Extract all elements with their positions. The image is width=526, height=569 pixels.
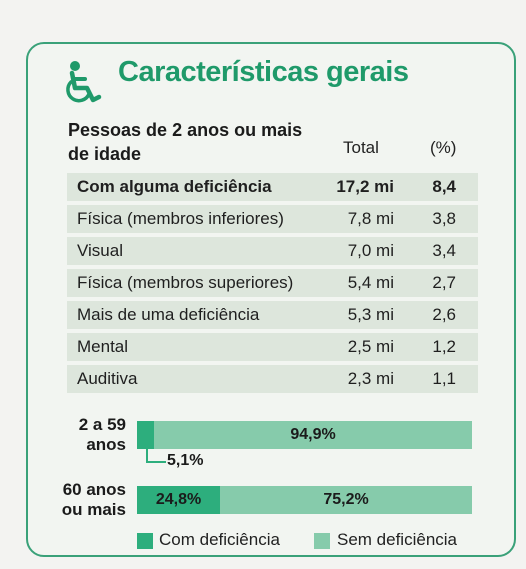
row-label: Com alguma deficiência bbox=[77, 177, 272, 196]
table-row: Mental 2,5 mi 1,2 bbox=[67, 333, 478, 361]
row-total: 7,8 mi bbox=[347, 209, 394, 228]
table-row: Com alguma deficiência 17,2 mi 8,4 bbox=[67, 173, 478, 201]
row-total: 17,2 mi bbox=[336, 177, 394, 196]
row-total: 5,4 mi bbox=[347, 273, 394, 292]
category-line-2: ou mais bbox=[61, 500, 126, 519]
bar-value-label: 94,9% bbox=[290, 426, 336, 443]
row-total: 5,3 mi bbox=[347, 305, 394, 324]
category-line-1: 60 anos bbox=[62, 480, 126, 499]
row-label: Mental bbox=[77, 337, 129, 356]
bar-value-label: 24,8% bbox=[155, 491, 202, 508]
row-total: 2,5 mi bbox=[347, 337, 394, 356]
row-percent: 1,2 bbox=[432, 337, 456, 356]
category-line-2: anos bbox=[86, 435, 126, 454]
row-percent: 1,1 bbox=[432, 369, 456, 388]
bar-value-label: 5,1% bbox=[167, 452, 204, 469]
page-title: Características gerais bbox=[118, 56, 409, 88]
table-row: Física (membros inferiores) 7,8 mi 3,8 bbox=[67, 205, 478, 233]
row-label: Auditiva bbox=[77, 369, 138, 388]
callout-leader bbox=[145, 449, 166, 463]
total-column-header: Total bbox=[343, 138, 379, 157]
wheelchair-icon bbox=[66, 61, 102, 103]
legend-label-sem: Sem deficiência bbox=[337, 530, 458, 549]
row-label: Mais de uma deficiência bbox=[77, 305, 260, 324]
category-line-1: 2 a 59 bbox=[78, 415, 126, 434]
legend-label-com: Com deficiência bbox=[159, 530, 280, 549]
legend-swatch-sem bbox=[314, 533, 330, 549]
info-card bbox=[26, 42, 516, 557]
bar-category-label: 60 anos ou mais bbox=[62, 480, 126, 520]
population-label: Pessoas de 2 anos ou mais de idade bbox=[68, 120, 303, 164]
bar-category-label: 2 a 59 anos bbox=[79, 415, 126, 455]
row-total: 2,3 mi bbox=[347, 369, 394, 388]
row-percent: 8,4 bbox=[432, 177, 456, 196]
row-label: Visual bbox=[77, 241, 123, 260]
row-percent: 3,8 bbox=[432, 209, 456, 228]
table-row: Física (membros superiores) 5,4 mi 2,7 bbox=[67, 269, 478, 297]
bar-value-label: 75,2% bbox=[323, 491, 369, 508]
row-percent: 2,7 bbox=[432, 273, 456, 292]
row-label: Física (membros inferiores) bbox=[77, 209, 284, 228]
row-label: Física (membros superiores) bbox=[77, 273, 294, 292]
row-percent: 3,4 bbox=[432, 241, 456, 260]
table-row: Auditiva 2,3 mi 1,1 bbox=[67, 365, 478, 393]
bar-segment bbox=[220, 486, 472, 514]
bar-segment bbox=[154, 421, 472, 449]
percent-column-header: (%) bbox=[430, 138, 457, 157]
row-percent: 2,6 bbox=[432, 305, 456, 324]
table-row: Mais de uma deficiência 5,3 mi 2,6 bbox=[67, 301, 478, 329]
legend-swatch-com bbox=[137, 533, 153, 549]
bar-segment bbox=[137, 421, 155, 449]
table-row: Visual 7,0 mi 3,4 bbox=[67, 237, 478, 265]
row-total: 7,0 mi bbox=[347, 241, 394, 260]
bar-segment bbox=[137, 486, 221, 514]
